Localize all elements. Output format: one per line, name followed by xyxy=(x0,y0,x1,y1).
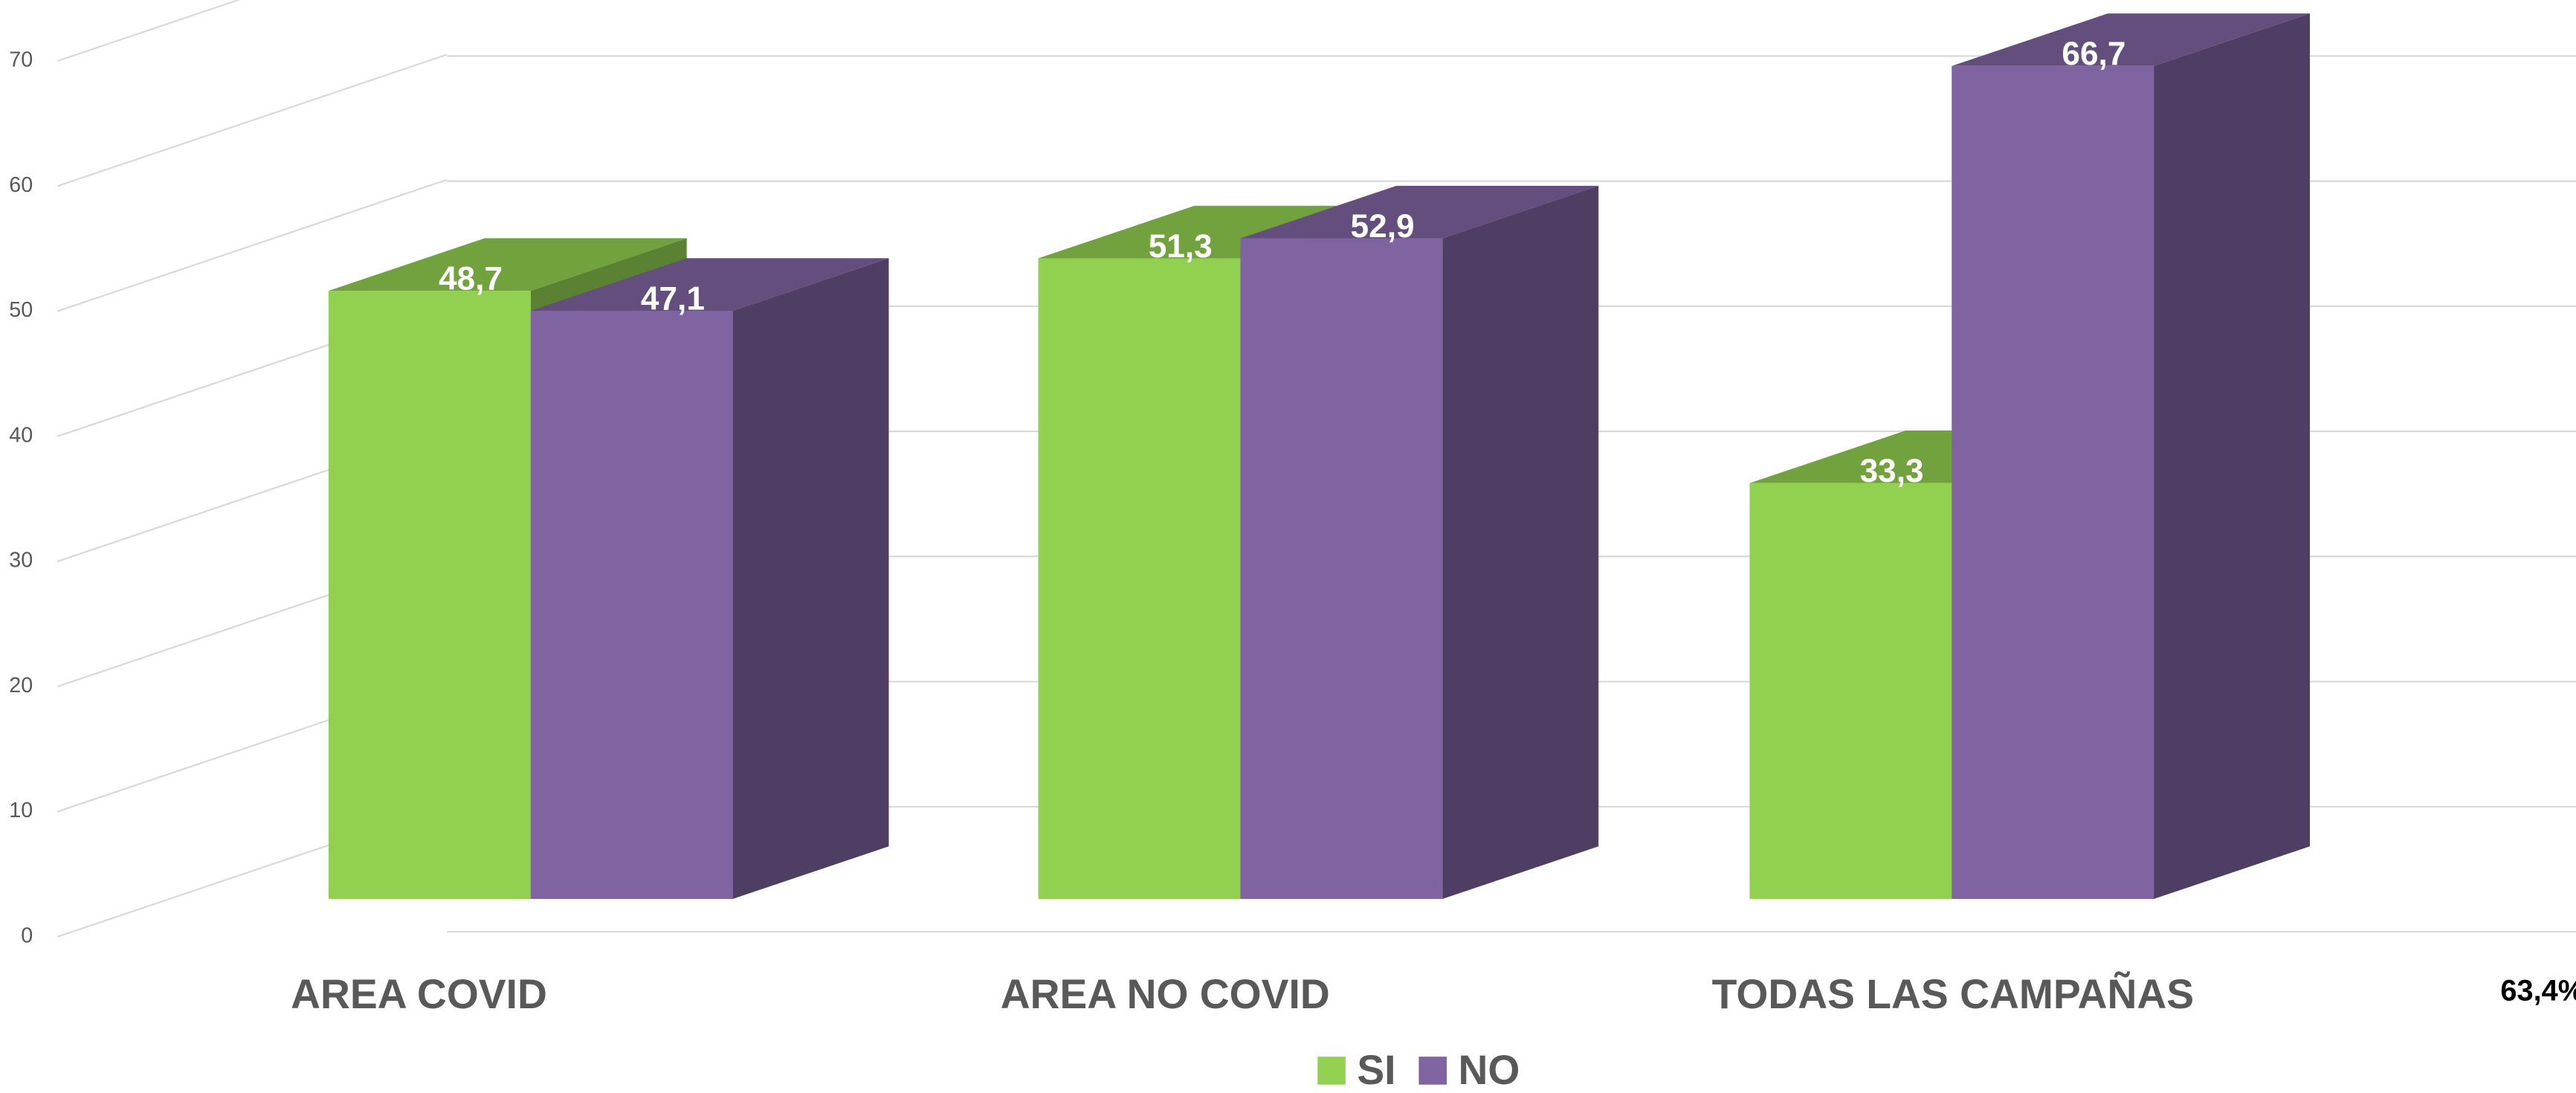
bar xyxy=(1952,65,2154,900)
bar xyxy=(328,291,531,900)
x-tick-label: AREA COVID xyxy=(291,971,547,1017)
value-label: 48,7 xyxy=(439,261,503,297)
grid-line xyxy=(57,0,241,62)
grid-line xyxy=(57,54,448,187)
bar-top xyxy=(530,258,889,311)
y-tick-label: 20 xyxy=(9,674,33,697)
y-tick-label: 30 xyxy=(9,549,33,573)
y-tick-label: 60 xyxy=(9,173,33,197)
bar xyxy=(1749,483,1952,900)
bar-top xyxy=(328,238,687,291)
y-tick-label: 0 xyxy=(21,923,33,947)
y-tick-label: 40 xyxy=(9,423,33,447)
value-label: 52,9 xyxy=(1351,208,1415,245)
bar xyxy=(1038,258,1241,900)
value-label: 51,3 xyxy=(1149,228,1213,265)
legend-label: NO xyxy=(1458,1047,1520,1093)
legend-label: SI xyxy=(1357,1047,1395,1093)
grid-line xyxy=(57,178,448,312)
legend-swatch xyxy=(1418,1057,1447,1085)
bar-side xyxy=(2154,13,2311,900)
x-tick-label: TODAS LAS CAMPAÑAS xyxy=(1712,971,2195,1017)
bar-side xyxy=(732,258,889,900)
bar-top xyxy=(1952,13,2311,66)
y-tick-label: 10 xyxy=(9,799,33,822)
x-tick-label: AREA NO COVID xyxy=(1001,971,1330,1017)
bar-top xyxy=(1240,185,1599,239)
value-label: 66,7 xyxy=(2062,36,2125,72)
legend-swatch xyxy=(1317,1057,1346,1085)
y-tick-label: 50 xyxy=(9,298,33,322)
bar-side xyxy=(1442,185,1599,900)
annotation: 63,4% xyxy=(2500,974,2576,1007)
value-label: 47,1 xyxy=(641,280,705,317)
bar xyxy=(530,310,733,900)
y-tick-label: 70 xyxy=(9,48,33,72)
bar xyxy=(1240,238,1443,900)
value-label: 33,3 xyxy=(1860,453,1924,489)
